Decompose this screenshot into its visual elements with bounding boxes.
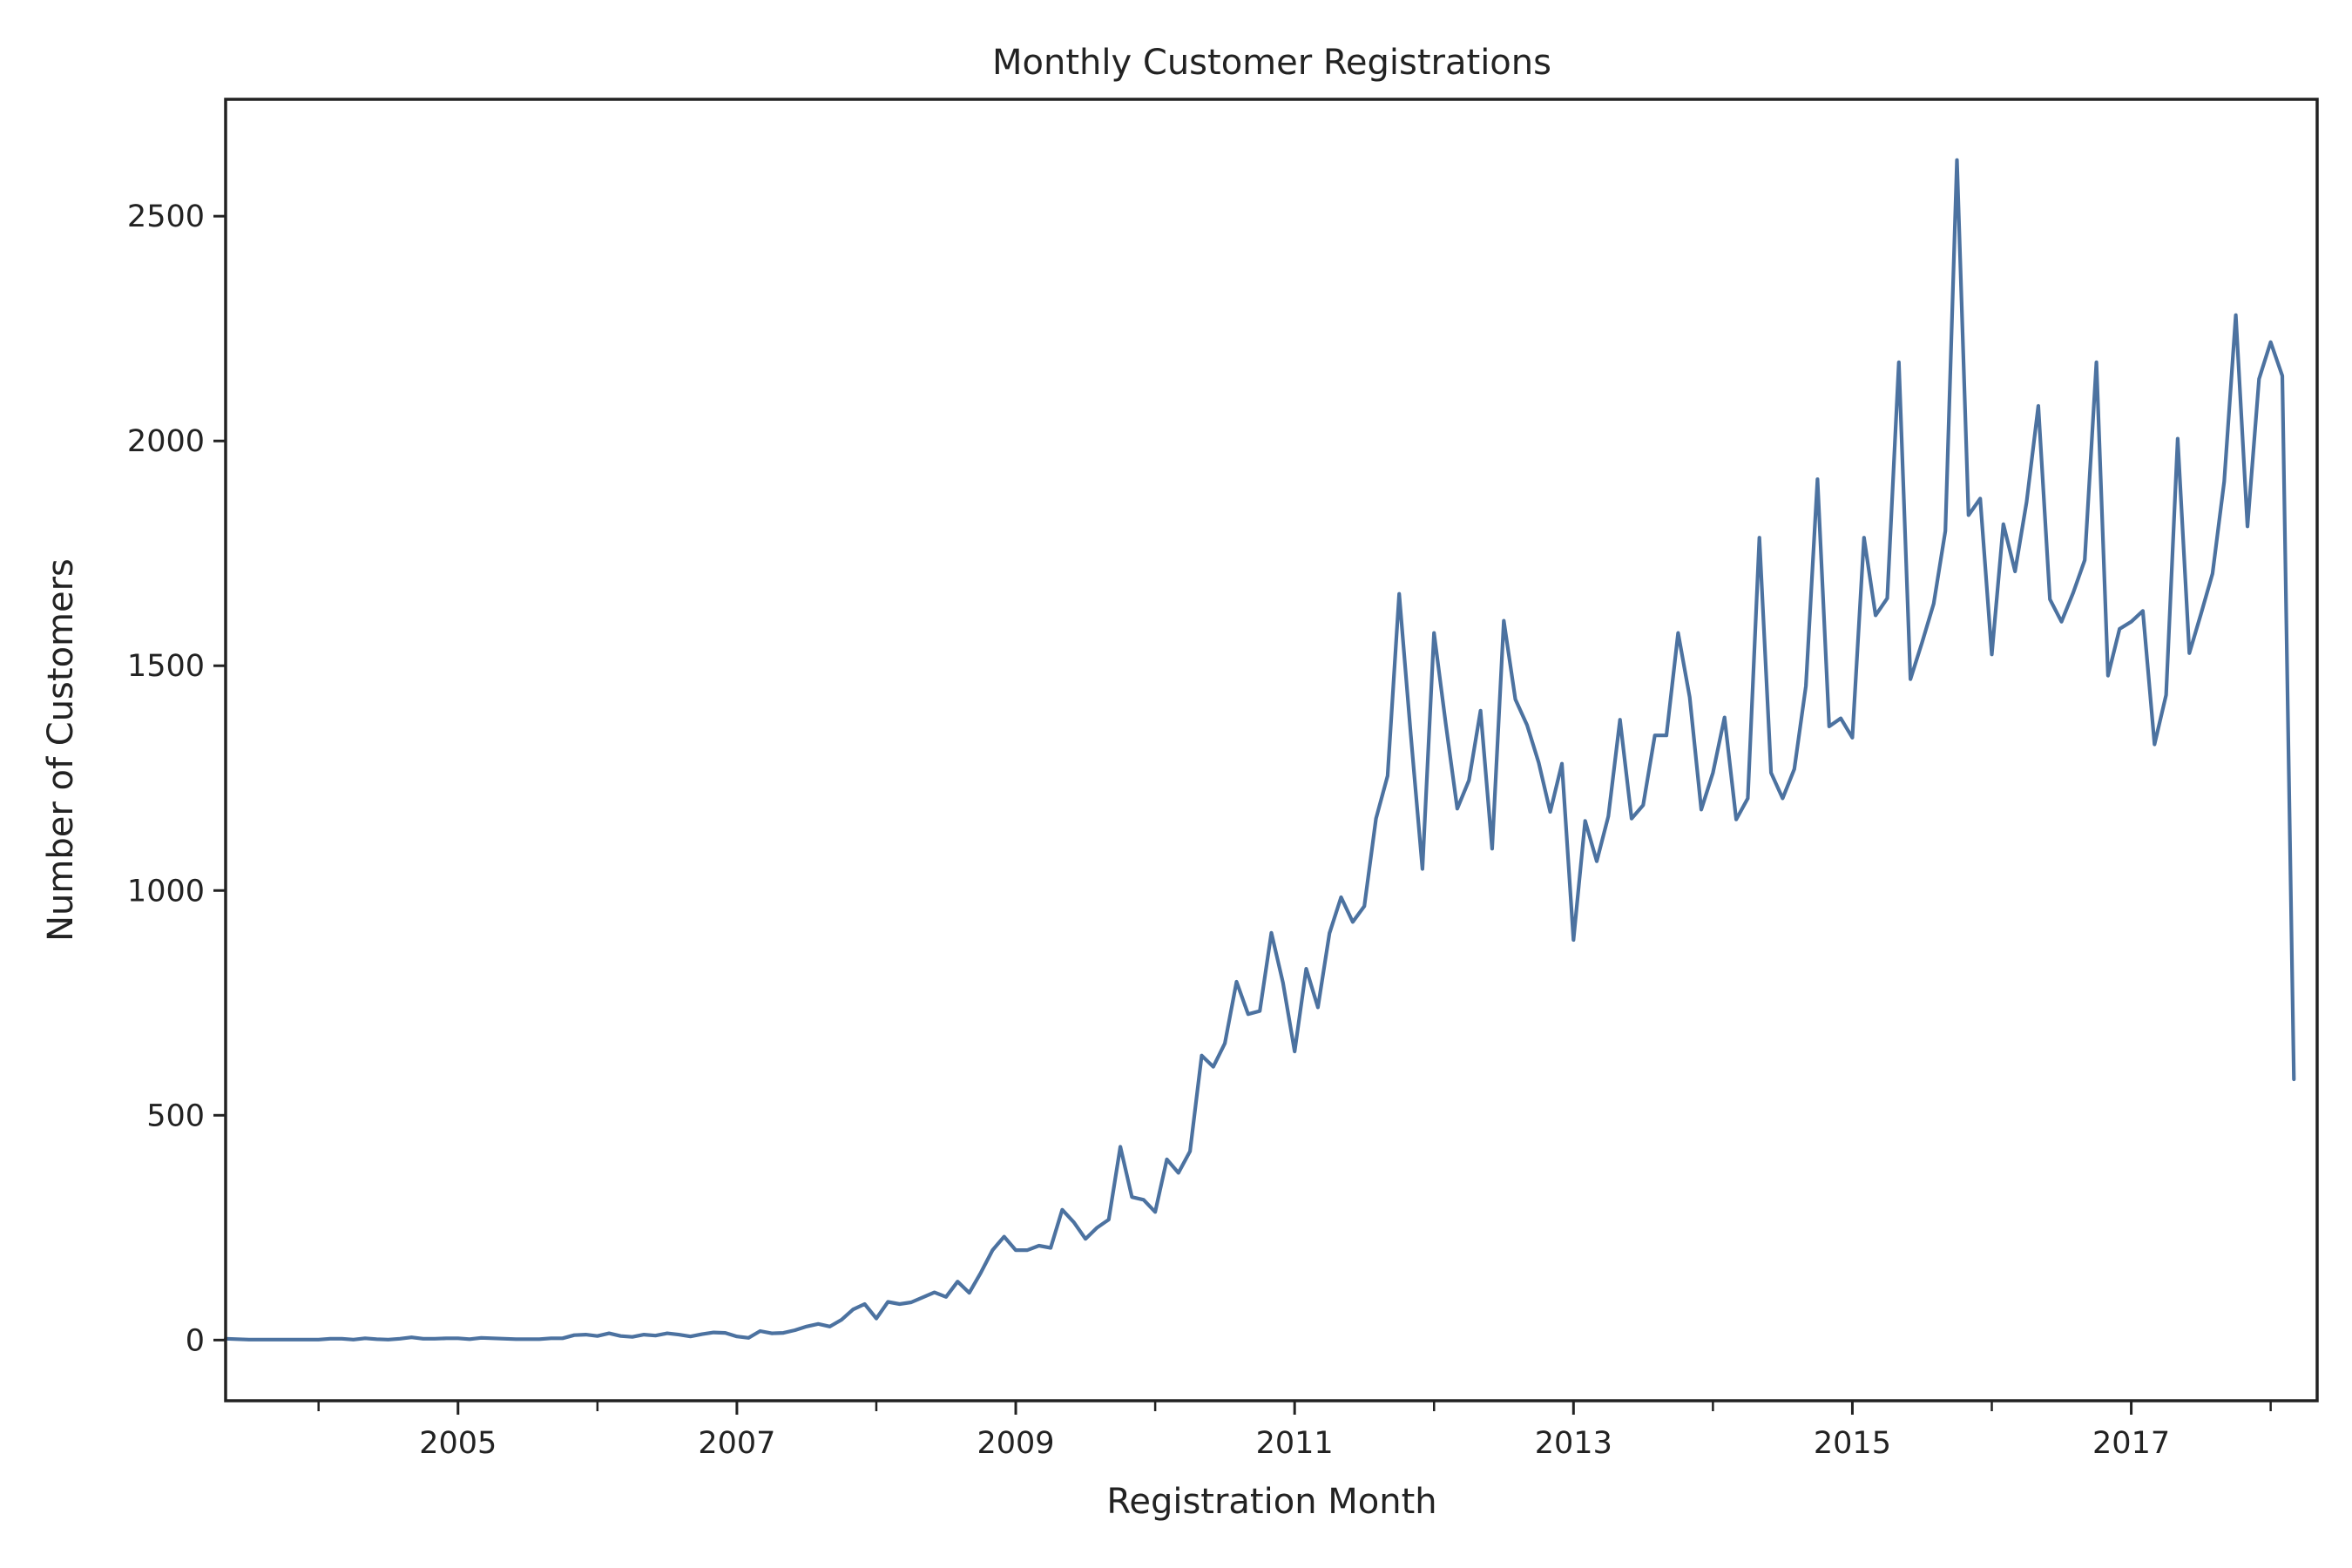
y-tick-label: 2000 [127, 424, 205, 459]
series-layer [223, 158, 2296, 1342]
chart-title: Monthly Customer Registrations [992, 43, 1551, 83]
y-tick-label: 1500 [127, 649, 205, 684]
series-line [223, 158, 2296, 1342]
x-tick-label: 2009 [977, 1426, 1055, 1461]
x-tick-label: 2007 [698, 1426, 775, 1461]
x-tick-label: 2017 [2092, 1426, 2170, 1461]
x-tick-label: 2011 [1256, 1426, 1334, 1461]
x-tick-label: 2005 [419, 1426, 497, 1461]
x-tick-label: 2015 [1814, 1426, 1891, 1461]
x-tick-label: 2013 [1535, 1426, 1612, 1461]
plot-frame [224, 98, 2319, 1402]
y-tick-label: 2500 [127, 199, 205, 234]
axis-layer: 0 500 1000 1500 2000 2500 2005 2007 2009 2011 2013… [127, 199, 2272, 1461]
y-axis-label: Number of Customers [41, 558, 81, 942]
y-tick-label: 0 [186, 1323, 205, 1358]
y-tick-label: 500 [146, 1098, 205, 1133]
y-tick-label: 1000 [127, 874, 205, 909]
x-axis-label: Registration Month [1106, 1482, 1436, 1522]
